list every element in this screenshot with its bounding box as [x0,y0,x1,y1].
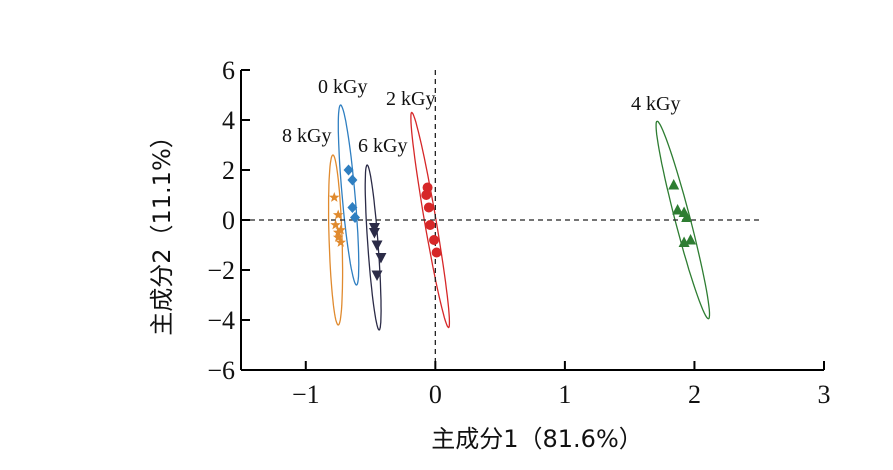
point-2-kgy [423,202,434,213]
data-points [329,164,697,281]
ellipse-6-kgy [364,164,382,331]
y-tick-label: 4 [222,106,235,135]
y-tick-label: −4 [207,306,235,335]
x-tick-label: 2 [688,380,701,409]
point-4-kgy [685,234,697,245]
point-2-kgy [429,235,440,245]
label-0-kgy: 0 kGy [318,76,367,98]
point-8-kgy [335,224,346,235]
point-6-kgy [375,253,387,264]
point-6-kgy [371,240,383,251]
label-6-kgy: 6 kGy [358,135,407,157]
point-6-kgy [368,228,380,239]
point-2-kgy [431,247,442,258]
point-2-kgy [425,220,436,230]
point-0-kgy [347,202,358,213]
label-4-kgy: 4 kGy [631,93,680,115]
point-0-kgy [350,212,361,223]
y-tick-label: 2 [222,156,235,185]
point-8-kgy [332,232,344,242]
point-0-kgy [343,164,354,176]
label-2-kgy: 2 kGy [386,88,435,110]
label-8-kgy: 8 kGy [282,125,331,147]
y-tick-label: −2 [207,256,235,285]
x-tick-label: 1 [558,380,571,409]
point-4-kgy [668,179,680,190]
y-axis-title: 主成分2（11.1%） [148,124,176,336]
y-tick-label: −6 [207,356,235,385]
x-tick-label: −1 [292,380,320,409]
reference-lines [241,70,762,370]
x-tick-label: 3 [818,380,831,409]
point-8-kgy [332,209,344,220]
x-tick-label: 0 [429,380,442,409]
x-axis-title: 主成分1（81.6%） [431,425,643,453]
y-tick-label: 6 [222,56,235,85]
axes: −6 −4 −2 0 2 4 6 −1 0 1 2 3 [207,56,830,409]
point-8-kgy [332,227,344,237]
point-8-kgy [330,219,341,230]
point-2-kgy [421,190,432,200]
point-8-kgy [335,237,346,247]
group-labels: 0 kGy 2 kGy 4 kGy 6 kGy 8 kGy [282,76,680,157]
point-8-kgy [329,192,340,202]
point-6-kgy [371,270,383,281]
ellipse-0-kgy [337,104,360,286]
point-4-kgy [672,204,684,215]
point-4-kgy [681,211,693,222]
point-2-kgy [422,182,433,193]
point-0-kgy [347,174,358,186]
ellipse-8-kgy [327,154,344,326]
y-tick-label: 0 [222,206,235,235]
